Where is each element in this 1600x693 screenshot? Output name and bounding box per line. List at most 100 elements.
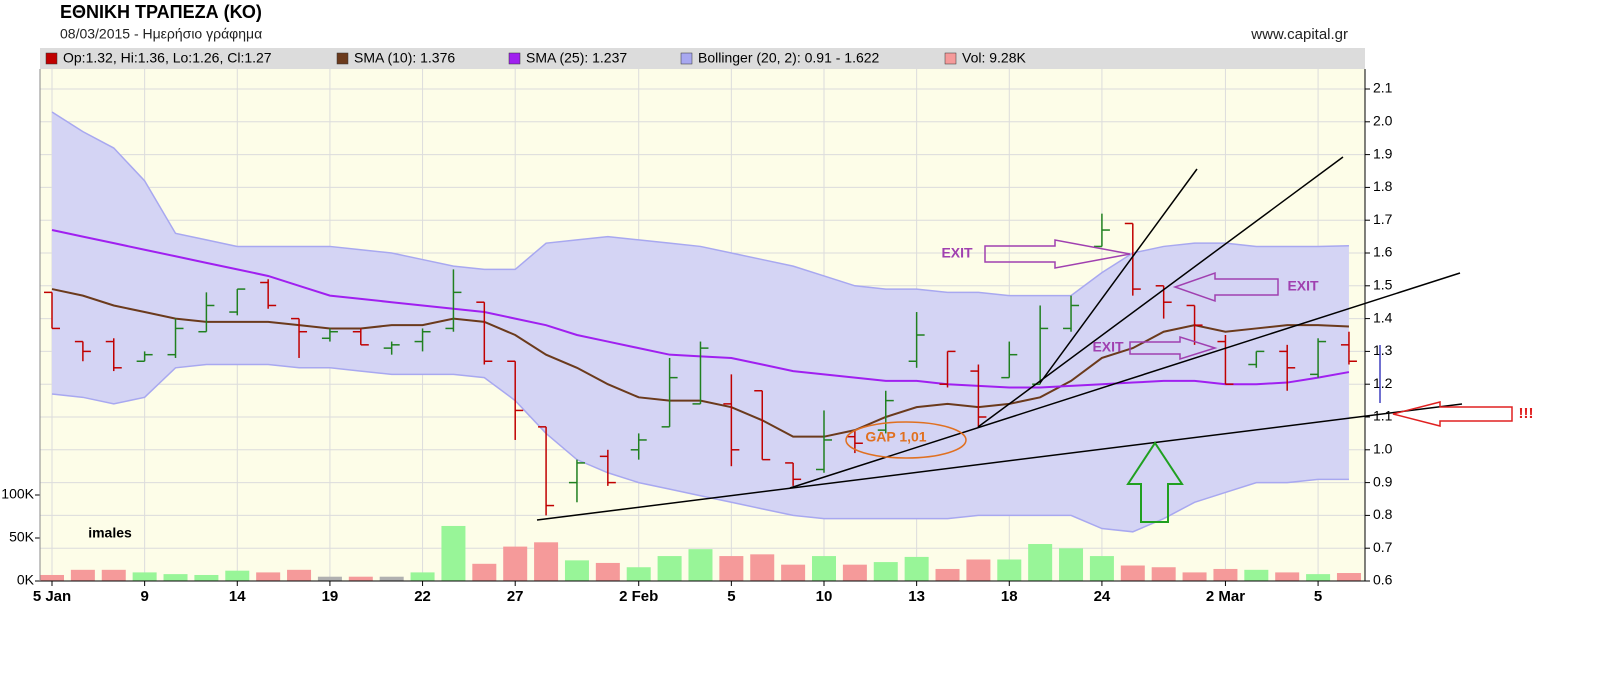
y-tick-label: 2.1 xyxy=(1373,80,1393,96)
trend-line xyxy=(536,403,1463,521)
chart-title: ΕΘΝΙΚΗ ΤΡΑΠΕΖΑ (ΚΟ) xyxy=(60,2,262,22)
volume-bar xyxy=(688,549,713,581)
y-tick-label: 0.7 xyxy=(1373,539,1393,555)
y-tick-label: 1.8 xyxy=(1373,178,1393,194)
y-tick-label: 1.2 xyxy=(1373,375,1393,391)
volume-bar xyxy=(194,574,219,581)
volume-bar xyxy=(1213,568,1238,581)
volume-bar xyxy=(287,569,312,581)
y-tick-label: 2.0 xyxy=(1373,113,1393,129)
x-tick-label: 2 Feb xyxy=(619,588,658,605)
legend-swatch xyxy=(508,52,521,65)
y-tick-label: 1.4 xyxy=(1373,309,1393,325)
volume-bar xyxy=(842,564,867,581)
volume-bar xyxy=(935,568,960,581)
volume-bar xyxy=(101,569,126,581)
volume-bar xyxy=(657,556,682,581)
volume-bar xyxy=(719,556,744,581)
volume-bar xyxy=(70,569,95,581)
exit-arrow xyxy=(1172,271,1279,303)
legend-label: Bollinger (20, 2): 0.91 - 1.622 xyxy=(698,50,880,66)
x-tick-label: 14 xyxy=(229,588,246,605)
volume-bar xyxy=(1089,556,1114,581)
annotation: imales xyxy=(88,525,132,541)
bollinger-lower xyxy=(51,363,1349,533)
y-tick-label: 1.6 xyxy=(1373,244,1393,260)
annotation: EXIT xyxy=(1092,339,1124,355)
volume-bar xyxy=(812,556,836,581)
volume-bar xyxy=(441,525,466,581)
volume-bar xyxy=(379,576,404,581)
volume-bar xyxy=(595,562,620,581)
warning-arrow xyxy=(1392,401,1513,427)
volume-bar xyxy=(1182,572,1207,581)
exit-arrow xyxy=(1129,335,1218,361)
volume-bar xyxy=(626,567,651,581)
trend-line xyxy=(789,272,1461,489)
x-tick-label: 13 xyxy=(908,588,925,605)
volume-bar xyxy=(1151,567,1176,581)
volume-bar xyxy=(997,559,1022,581)
annotation: GAP 1,01 xyxy=(865,429,926,445)
volume-bar xyxy=(534,542,559,581)
volume-bar xyxy=(1306,574,1331,581)
trend-line xyxy=(1039,168,1198,384)
legend-bar xyxy=(40,48,1365,69)
volume-bar xyxy=(1336,573,1361,581)
x-tick-label: 18 xyxy=(1001,588,1018,605)
exit-arrow xyxy=(984,239,1131,269)
y-tick-label: 1.9 xyxy=(1373,145,1393,161)
y-tick-label: 1.5 xyxy=(1373,277,1393,293)
volume-bar xyxy=(1059,548,1084,581)
volume-tick-label: 0K xyxy=(17,572,35,588)
y-tick-label: 1.3 xyxy=(1373,342,1393,358)
volume-bar xyxy=(564,560,589,581)
x-tick-label: 2 Mar xyxy=(1206,588,1245,605)
volume-tick-label: 50K xyxy=(9,529,35,545)
x-tick-label: 24 xyxy=(1094,588,1111,605)
volume-bar xyxy=(503,546,528,581)
legend-label: SMA (10): 1.376 xyxy=(354,50,455,66)
gap-ellipse xyxy=(845,421,967,459)
volume-bar xyxy=(163,574,188,581)
x-tick-label: 5 xyxy=(727,588,735,605)
volume-bar xyxy=(472,563,497,581)
volume-bar xyxy=(873,562,898,581)
ohlc-layer xyxy=(44,213,1357,516)
legend-label: SMA (25): 1.237 xyxy=(526,50,627,66)
trend-line xyxy=(977,156,1344,428)
volume-bar xyxy=(317,576,342,581)
volume-bar xyxy=(1275,572,1300,581)
x-tick-label: 5 xyxy=(1314,588,1322,605)
volume-bar xyxy=(1120,565,1145,581)
bollinger-fill xyxy=(52,111,1349,532)
up-arrow xyxy=(1126,441,1184,523)
y-tick-label: 0.6 xyxy=(1373,572,1393,588)
volume-bar xyxy=(750,554,775,581)
legend-swatch xyxy=(336,52,349,65)
hand-drawings: EXIT EXIT EXIT GAP 1,01 !!! imales xyxy=(88,156,1534,541)
x-tick-label: 9 xyxy=(140,588,148,605)
volume-bar xyxy=(781,564,806,581)
volume-bar xyxy=(256,572,281,581)
x-tick-label: 19 xyxy=(322,588,339,605)
legend-swatch xyxy=(944,52,957,65)
annotation: !!! xyxy=(1519,405,1534,422)
y-tick-label: 0.9 xyxy=(1373,473,1393,489)
volume-bar xyxy=(132,572,157,581)
legend-swatch xyxy=(45,52,58,65)
volume-bar xyxy=(904,556,929,581)
volume-bar xyxy=(40,574,64,581)
x-tick-label: 5 Jan xyxy=(33,588,71,605)
volume-bar xyxy=(348,576,373,581)
y-tick-label: 0.8 xyxy=(1373,506,1393,522)
legend-label: Vol: 9.28K xyxy=(962,50,1026,66)
chart-subtitle: 08/03/2015 - Ημερήσιο γράφημα xyxy=(60,26,262,42)
legend-swatch xyxy=(680,52,693,65)
y-tick-label: 1.1 xyxy=(1373,408,1393,424)
annotation: EXIT xyxy=(941,245,973,261)
annotation: EXIT xyxy=(1287,278,1319,294)
volume-bar xyxy=(966,559,991,581)
volume-bar xyxy=(410,572,435,581)
